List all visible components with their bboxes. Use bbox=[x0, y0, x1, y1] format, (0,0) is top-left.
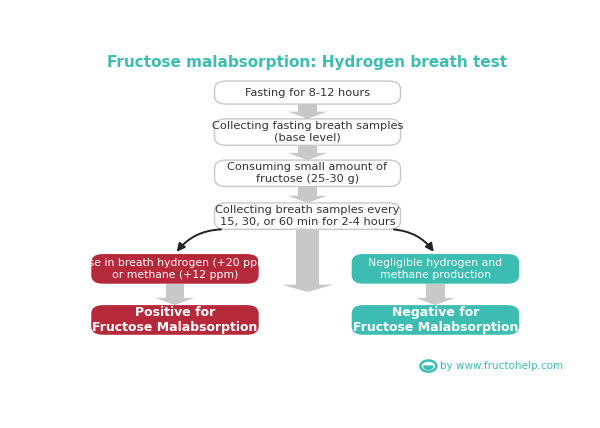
Text: Negligible hydrogen and
methane production: Negligible hydrogen and methane producti… bbox=[368, 258, 502, 279]
Polygon shape bbox=[416, 298, 455, 305]
Polygon shape bbox=[288, 112, 327, 119]
Polygon shape bbox=[166, 284, 184, 298]
Wedge shape bbox=[424, 366, 433, 369]
Text: Consuming small amount of
fructose (25-30 g): Consuming small amount of fructose (25-3… bbox=[227, 163, 388, 184]
Polygon shape bbox=[155, 298, 194, 305]
FancyBboxPatch shape bbox=[215, 81, 401, 104]
Polygon shape bbox=[288, 153, 327, 160]
FancyBboxPatch shape bbox=[91, 305, 259, 335]
Text: Collecting breath samples every
15, 30, or 60 min for 2-4 hours: Collecting breath samples every 15, 30, … bbox=[215, 205, 400, 227]
Polygon shape bbox=[298, 187, 317, 196]
Text: Fructose malabsorption: Hydrogen breath test: Fructose malabsorption: Hydrogen breath … bbox=[107, 55, 508, 70]
Text: Fasting for 8-12 hours: Fasting for 8-12 hours bbox=[245, 88, 370, 98]
Text: Positive for
Fructose Malabsorption: Positive for Fructose Malabsorption bbox=[92, 306, 257, 334]
Polygon shape bbox=[426, 284, 445, 298]
Polygon shape bbox=[288, 196, 327, 203]
FancyBboxPatch shape bbox=[91, 254, 259, 284]
FancyBboxPatch shape bbox=[215, 119, 401, 145]
Polygon shape bbox=[296, 229, 319, 285]
FancyBboxPatch shape bbox=[215, 203, 401, 229]
Polygon shape bbox=[282, 285, 333, 292]
FancyBboxPatch shape bbox=[352, 254, 519, 284]
Text: Rise in breath hydrogen (+20 ppm)
or methane (+12 ppm): Rise in breath hydrogen (+20 ppm) or met… bbox=[78, 258, 272, 279]
Polygon shape bbox=[298, 145, 317, 153]
Text: Collecting fasting breath samples
(base level): Collecting fasting breath samples (base … bbox=[212, 121, 403, 143]
Polygon shape bbox=[298, 104, 317, 112]
Text: by www.fructohelp.com: by www.fructohelp.com bbox=[440, 361, 563, 371]
FancyBboxPatch shape bbox=[352, 305, 519, 335]
Text: Negative for
Fructose Malabsorption: Negative for Fructose Malabsorption bbox=[353, 306, 518, 334]
FancyBboxPatch shape bbox=[215, 160, 401, 187]
